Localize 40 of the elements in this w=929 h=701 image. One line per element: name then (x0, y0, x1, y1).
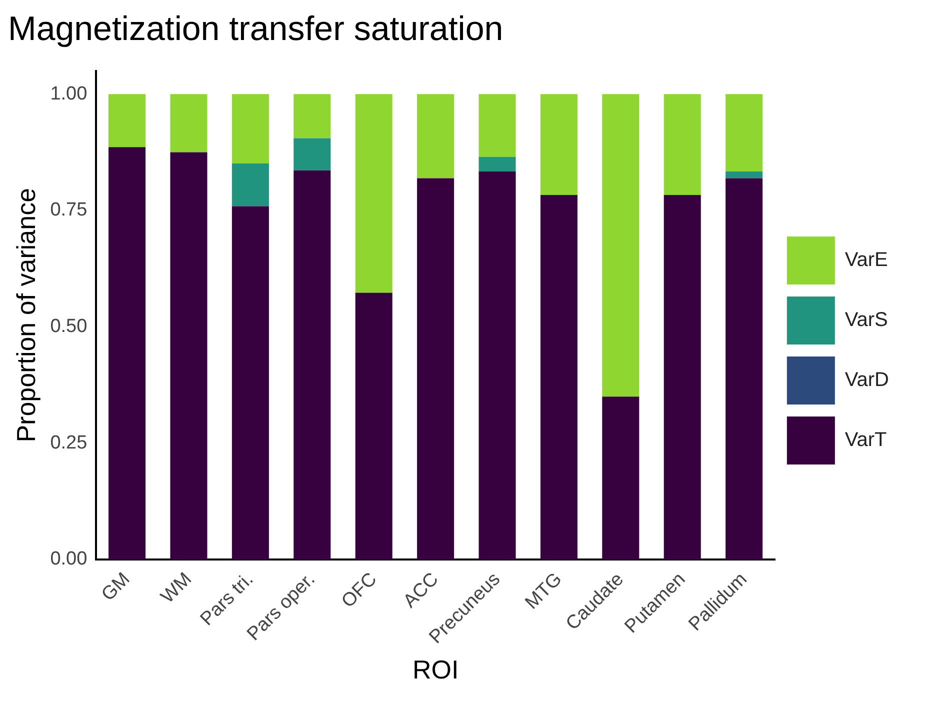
legend-label: VarE (844, 249, 888, 272)
bar (108, 147, 146, 560)
bar (478, 171, 516, 560)
bar (170, 94, 208, 152)
bar (726, 178, 763, 560)
bar (664, 94, 701, 196)
bar (294, 138, 331, 170)
y-tick-label: 0.25 (50, 432, 88, 454)
bar (355, 94, 392, 293)
x-tick-label: WM (157, 568, 196, 608)
bar (232, 206, 269, 560)
y-axis-title: Proportion of variance (10, 188, 41, 442)
bar (726, 94, 763, 172)
bar (478, 156, 516, 172)
legend-label: VarS (844, 309, 888, 332)
legend-label: VarT (844, 429, 887, 452)
y-tick-label: 0.75 (50, 200, 88, 221)
bar (540, 195, 578, 560)
bar (726, 171, 763, 178)
bar (232, 163, 269, 206)
y-tick-label: 0.50 (50, 316, 88, 337)
bar (602, 94, 640, 397)
bar (478, 94, 516, 157)
bar (232, 94, 269, 164)
bar (602, 396, 640, 560)
x-axis-title: ROI (412, 654, 459, 685)
chart-title: Magnetization transfer saturation (8, 10, 504, 48)
bar (417, 94, 454, 178)
bar (417, 178, 454, 560)
bar (294, 170, 331, 560)
x-tick-label: GM (98, 568, 134, 606)
y-tick-label: 0.00 (50, 548, 88, 570)
bar (540, 94, 578, 196)
bar (170, 152, 208, 560)
legend-label: VarD (844, 369, 890, 392)
bar (108, 94, 146, 148)
bar (294, 94, 331, 138)
bar (664, 195, 701, 560)
y-tick-label: 1.00 (50, 83, 88, 104)
bar (355, 292, 392, 560)
